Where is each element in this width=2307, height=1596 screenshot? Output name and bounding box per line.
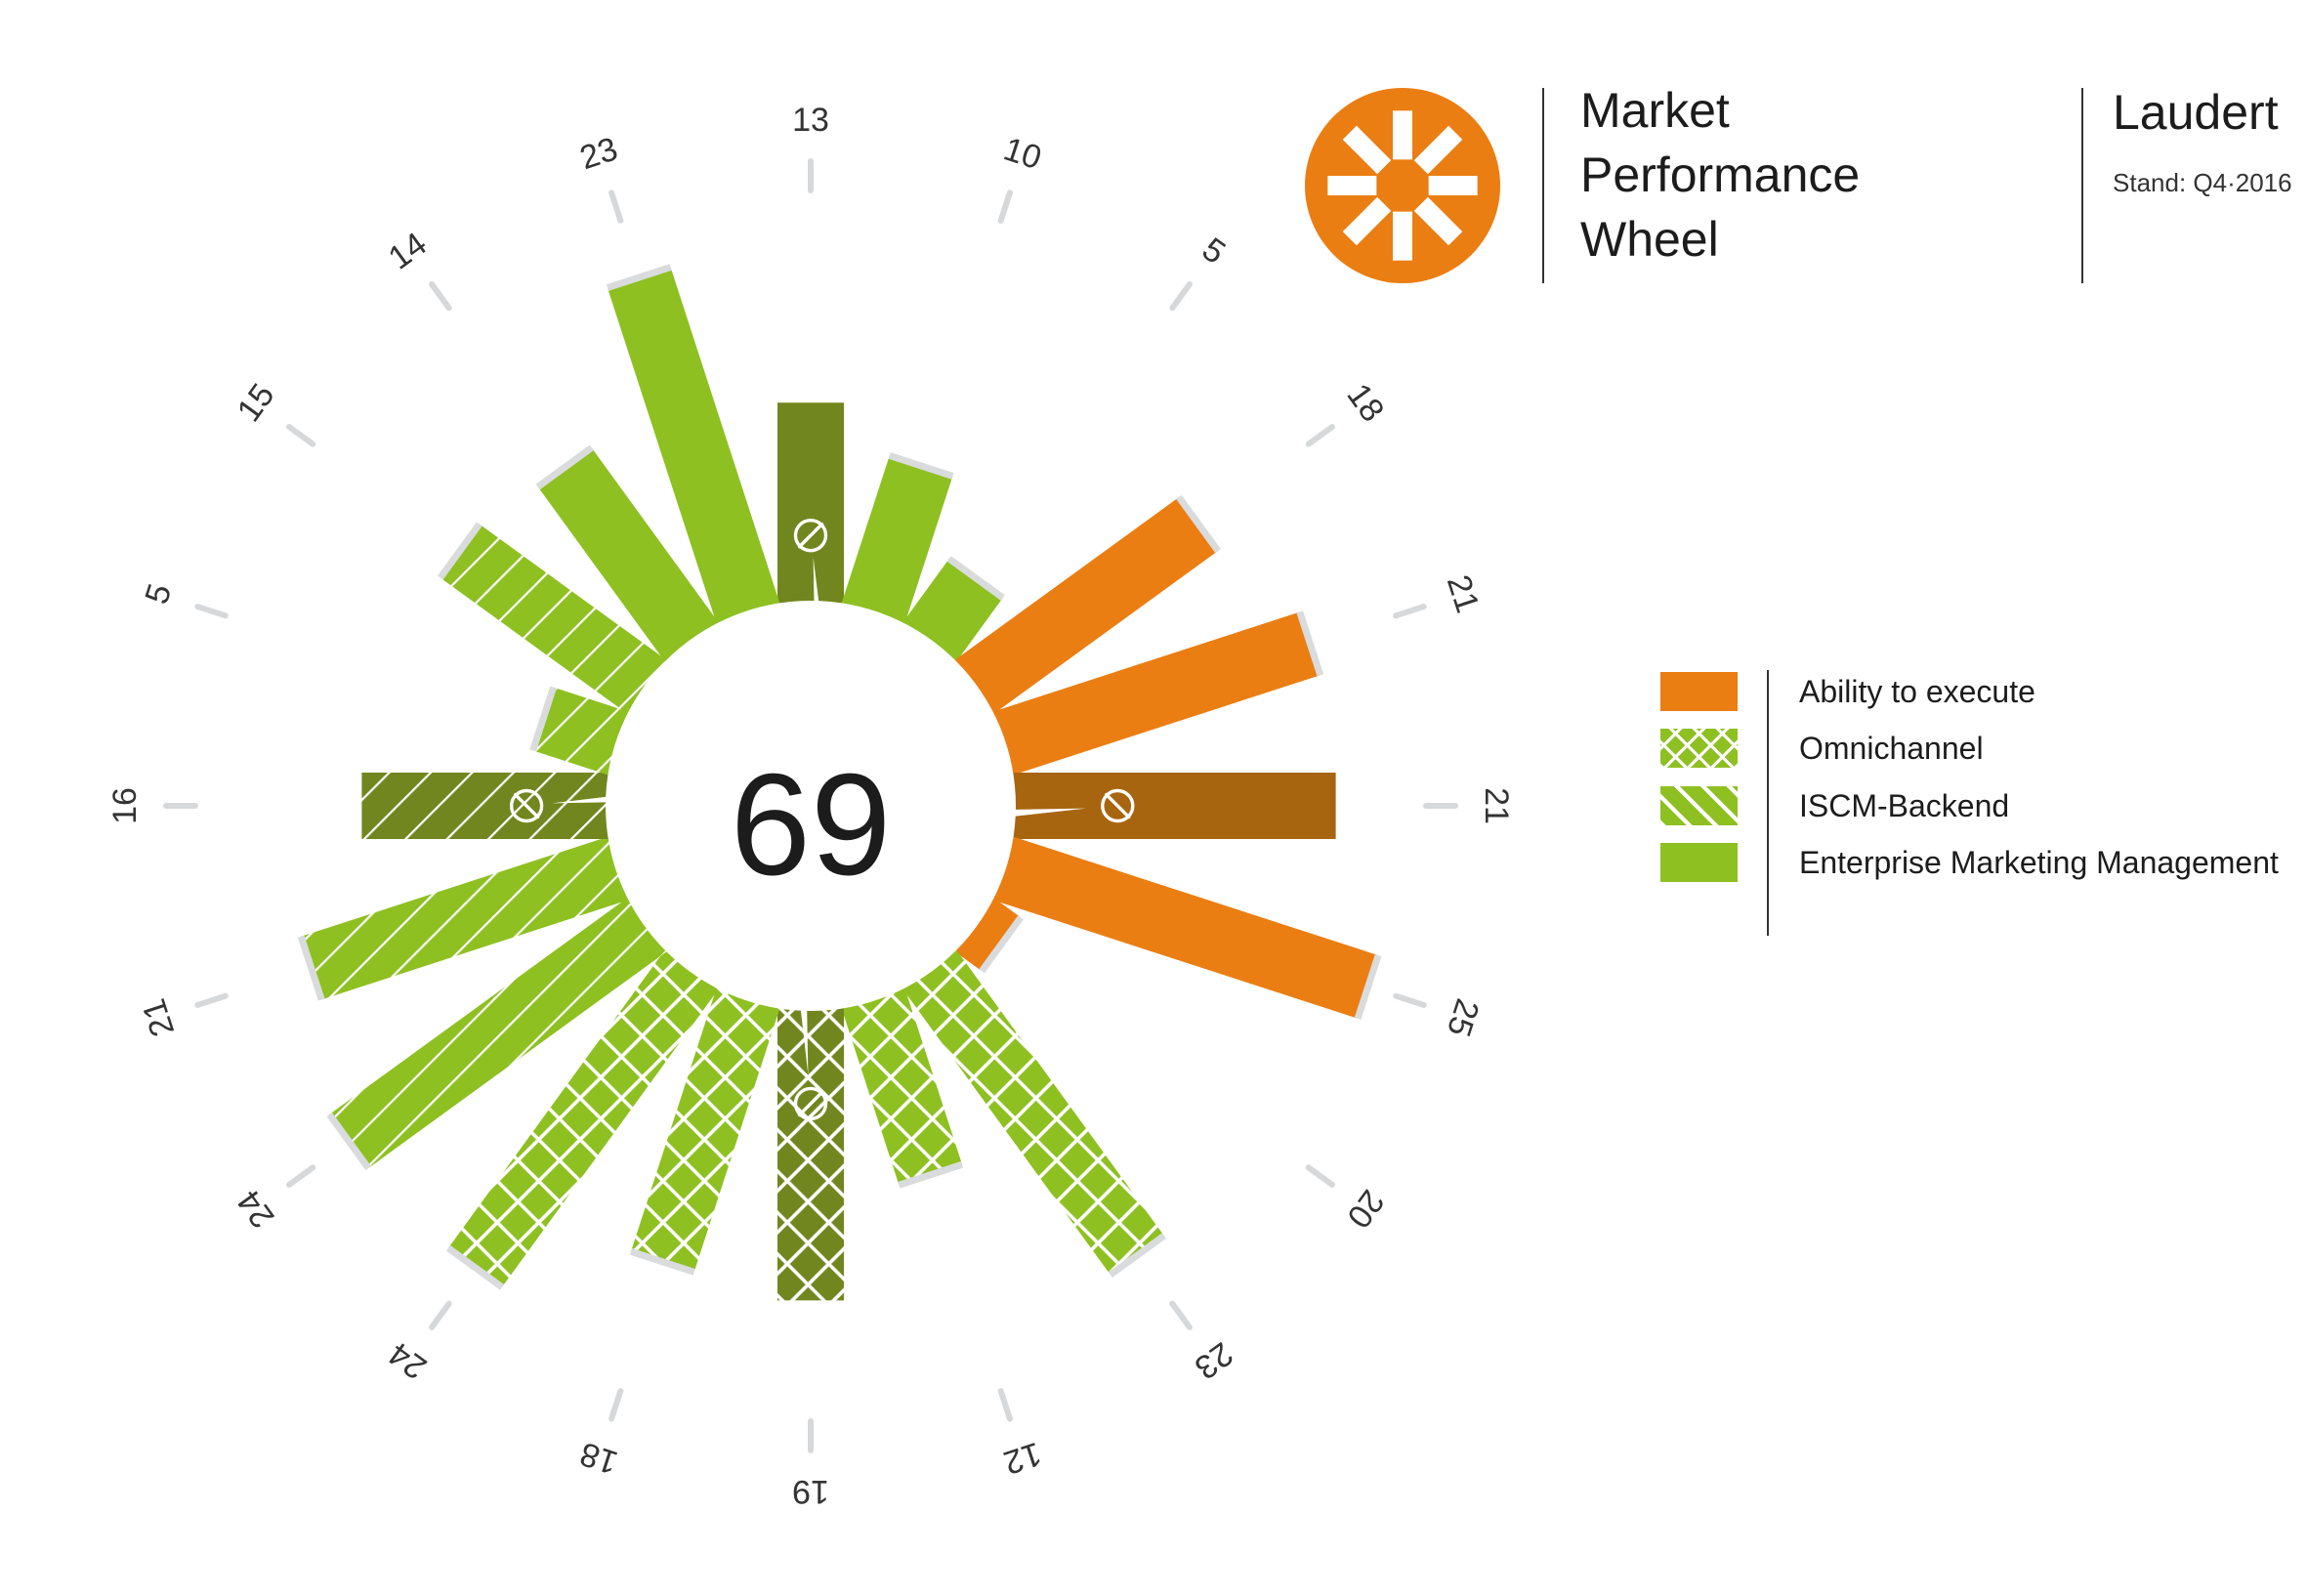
svg-text:15: 15	[231, 377, 282, 429]
svg-text:14: 14	[382, 226, 434, 277]
svg-text:18: 18	[575, 1435, 622, 1482]
svg-text:24: 24	[382, 1334, 434, 1386]
svg-text:10: 10	[999, 130, 1046, 177]
svg-text:21: 21	[1478, 787, 1515, 824]
svg-text:19: 19	[792, 1473, 829, 1510]
svg-text:20: 20	[1339, 1183, 1391, 1235]
svg-text:5: 5	[1195, 231, 1233, 272]
svg-text:21: 21	[135, 994, 182, 1041]
svg-text:18: 18	[1339, 377, 1391, 429]
svg-text:16: 16	[106, 787, 144, 824]
svg-text:69: 69	[731, 744, 892, 905]
svg-text:12: 12	[999, 1435, 1046, 1482]
svg-text:21: 21	[1440, 570, 1487, 617]
svg-text:24: 24	[231, 1183, 282, 1235]
svg-text:23: 23	[1188, 1334, 1239, 1386]
svg-text:13: 13	[792, 102, 829, 139]
svg-text:5: 5	[138, 579, 179, 609]
svg-text:23: 23	[575, 130, 622, 177]
svg-text:25: 25	[1440, 994, 1487, 1041]
